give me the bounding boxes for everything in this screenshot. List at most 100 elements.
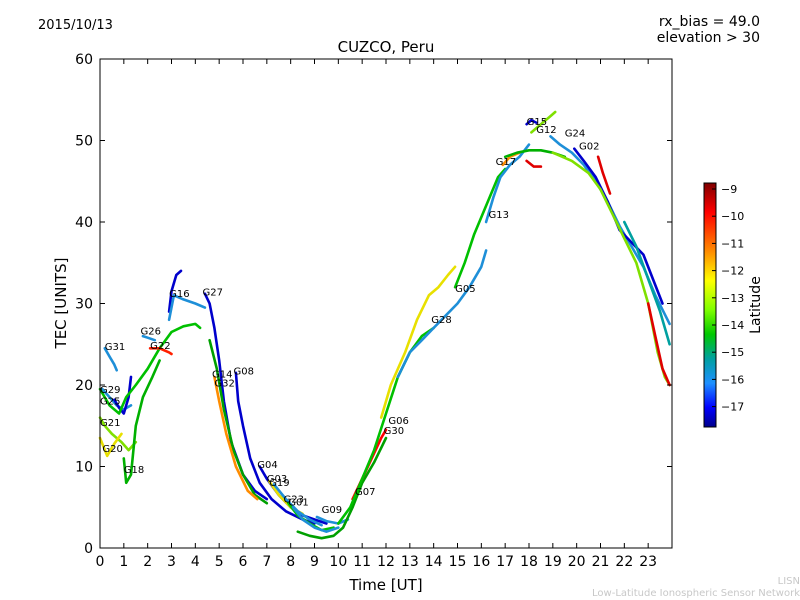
series-line-g16b [167, 293, 207, 322]
satellite-label: G19 [269, 478, 289, 489]
satellite-label: G24 [565, 128, 585, 139]
plot-frame [99, 58, 673, 549]
satellite-label: G05 [455, 284, 475, 295]
x-tick-label: 22 [615, 554, 633, 570]
x-tick-label: 23 [639, 554, 657, 570]
x-tick-label: 4 [191, 554, 200, 570]
series-line-g24 [549, 135, 671, 326]
y-tick-label: 50 [75, 134, 93, 150]
x-tick-label: 18 [520, 554, 538, 570]
series-line-g09 [315, 515, 350, 525]
satellite-label: G31 [105, 342, 125, 353]
satellite-label: G29 [100, 385, 120, 396]
series-line-g18b [98, 322, 202, 415]
satellite-label: G16 [169, 289, 189, 300]
x-tick-label: 14 [425, 554, 443, 570]
satellite-label: G23 [284, 494, 304, 505]
colorbar-tick-label: −14 [721, 319, 744, 332]
x-tick-label: 19 [544, 554, 562, 570]
y-tick-label: 30 [75, 297, 93, 313]
series-line-g13 [484, 143, 531, 224]
series-line-g02e [622, 220, 671, 346]
series-line-g25 [113, 375, 133, 415]
x-tick-label: 12 [377, 554, 395, 570]
satellite-label: G20 [102, 444, 122, 455]
series-line-g02c [596, 155, 612, 195]
satellite-label: G13 [489, 210, 509, 221]
x-tick-label: 8 [286, 554, 295, 570]
colorbar-tick-label: −15 [721, 346, 744, 359]
x-tick-label: 3 [167, 554, 176, 570]
colorbar-tick-label: −12 [721, 265, 744, 278]
colorbar-tick-label: −11 [721, 237, 744, 250]
series-line-g18 [122, 359, 161, 485]
x-tick-label: 7 [262, 554, 271, 570]
satellite-label: G03 [267, 474, 287, 485]
series-line-g32 [213, 375, 259, 501]
satellite-label: G15 [527, 117, 547, 128]
series-line-g06b [379, 265, 457, 419]
series-line-g31 [103, 346, 118, 372]
x-tick-label: 16 [472, 554, 490, 570]
y-tick-label: 20 [75, 378, 93, 394]
series-line-g14 [208, 338, 269, 505]
x-tick-label: 5 [215, 554, 224, 570]
colorbar [703, 182, 717, 428]
satellite-label: G12 [536, 125, 556, 136]
series-line-g27 [203, 292, 269, 501]
satellite-label: G09 [322, 505, 342, 516]
satellite-label: G18 [124, 465, 144, 476]
x-tick-label: 13 [401, 554, 419, 570]
colorbar-ticks: −9 −10 −11 −12 −13 −14 −15 −16 −17 [712, 183, 744, 414]
x-tick-label: 2 [143, 554, 152, 570]
satellite-label: G30 [384, 426, 404, 437]
series-layer [98, 110, 671, 540]
date-label: 2015/10/13 [38, 18, 113, 33]
satellite-label: G28 [431, 315, 451, 326]
x-tick-label: 6 [239, 554, 248, 570]
satellite-label: G14 [212, 370, 232, 381]
series-line-g22 [148, 346, 173, 356]
y-tick-label: 0 [84, 541, 93, 557]
satellite-label: G21 [100, 418, 120, 429]
series-line-g06 [336, 326, 436, 525]
colorbar-tick-label: −10 [721, 210, 744, 223]
y-tick-label: 10 [75, 460, 93, 476]
series-line-g05 [453, 167, 507, 289]
satellite-label: G07 [355, 487, 375, 498]
series-line-g12 [530, 110, 557, 134]
x-tick-label: 21 [592, 554, 610, 570]
x-tick-label: 17 [496, 554, 514, 570]
rx-bias-note: rx_bias = 49.0 [658, 14, 760, 30]
series-line-g02d [646, 302, 671, 387]
series-line-g21 [98, 416, 138, 452]
elevation-note: elevation > 30 [656, 30, 760, 46]
colorbar-tick-label: −13 [721, 292, 744, 305]
satellite-label: G17 [496, 157, 516, 168]
series-line-g28 [396, 249, 488, 379]
y-tick-label: 40 [75, 215, 93, 231]
series-line-g01 [291, 505, 340, 534]
satellite-label: G06 [388, 416, 408, 427]
x-tick-label: 1 [119, 554, 128, 570]
series-line-g08 [234, 371, 316, 525]
x-tick-label: 10 [329, 554, 347, 570]
satellite-label: G08 [234, 366, 254, 377]
colorbar-tick-label: −17 [721, 401, 744, 414]
series-line-g17b [525, 159, 543, 168]
x-tick-label: 20 [568, 554, 586, 570]
series-line-g20 [98, 432, 123, 458]
x-tick-label: 9 [310, 554, 319, 570]
series-line-g15 [525, 118, 538, 126]
credit-short: LISN [777, 576, 800, 587]
satellite-label: G26 [141, 327, 161, 338]
series-line-g07 [296, 436, 388, 540]
x-tick-label: 11 [353, 554, 371, 570]
credit-long: Low-Latitude Ionospheric Sensor Network [592, 588, 800, 599]
satellite-label: G22 [150, 341, 170, 352]
satellite-label: G02 [579, 142, 599, 153]
satellite-label: G01 [288, 498, 308, 509]
satellite-label: G32 [214, 379, 234, 390]
